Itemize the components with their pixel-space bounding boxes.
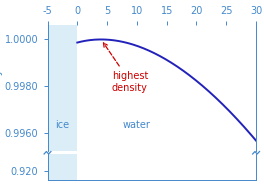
Y-axis label: Density: Density [0,67,2,109]
Bar [48,154,77,180]
Text: water: water [123,121,151,130]
Bar [48,25,77,151]
Text: ice: ice [55,121,69,130]
Text: highest
density: highest density [103,43,148,93]
